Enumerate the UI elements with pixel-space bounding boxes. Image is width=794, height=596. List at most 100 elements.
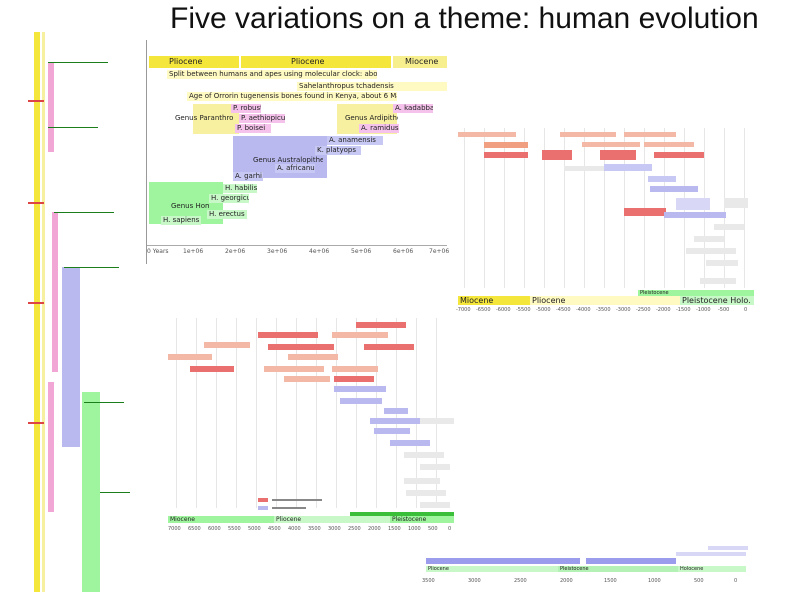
annotation-line-2 [48, 127, 98, 128]
species-bar [694, 236, 724, 242]
x-axis-line [147, 245, 447, 246]
axis-tick: 1000 [648, 578, 661, 584]
species-bar [700, 278, 736, 284]
species-bar [724, 198, 748, 208]
species-bar [374, 428, 410, 434]
annotation-line-4 [64, 267, 119, 268]
legend-text-2 [272, 507, 306, 509]
species-bar [370, 418, 430, 424]
axis-tick: 1000 [408, 526, 421, 532]
species-bar [582, 142, 640, 147]
species-bar [268, 344, 334, 350]
axis-tick: 4000 [288, 526, 301, 532]
axis-tick: 7000 [168, 526, 181, 532]
genus-homo-label: Genus Homo [171, 202, 209, 210]
axis-tick: -6000 [496, 307, 511, 313]
species-bar [542, 150, 572, 160]
axis-tick: 3500 [308, 526, 321, 532]
species-bar [624, 208, 666, 216]
epoch-holocene: Holocene [678, 566, 746, 572]
chart-vertical-timeline [4, 22, 140, 592]
genus-bar-blue [62, 267, 80, 447]
axis-tick: -5500 [516, 307, 531, 313]
axis-tick: 2500 [348, 526, 361, 532]
species-bar [686, 248, 736, 254]
epoch-band-pliocene-2: Pliocene [241, 56, 391, 68]
axis-tick: 1500 [388, 526, 401, 532]
axis-tick: -1000 [696, 307, 711, 313]
species-bar [484, 152, 528, 158]
axis-tick: 3e+06 [267, 248, 288, 255]
species-bar [426, 558, 518, 564]
epoch-miocene: Miocene [458, 296, 530, 305]
species-bar [708, 546, 748, 550]
axis-tick: 7e+06 [429, 248, 450, 255]
axis-tick: 0 [734, 578, 738, 584]
axis-tick: -4500 [556, 307, 571, 313]
epoch-tick-2 [28, 202, 44, 204]
axis-tick: -4000 [576, 307, 591, 313]
legend-swatch-1 [258, 498, 268, 502]
species-bar [288, 354, 338, 360]
a-ramidus-bar: A. ramidus [359, 124, 399, 133]
axis-tick: -500 [718, 307, 730, 313]
h-habilis-bar: H. habilis [223, 184, 257, 193]
h-erectus-bar: H. erectus [207, 210, 247, 219]
axis-tick: 0 [448, 526, 452, 532]
a-garhi-bar: A. garhi [233, 172, 263, 181]
axis-tick: 6500 [188, 526, 201, 532]
epoch-tick-4 [28, 422, 44, 424]
a-kadabba-bar: A. kadabba [393, 104, 433, 113]
epoch-band-pliocene-1: Pliocene [149, 56, 239, 68]
species-bar [586, 558, 676, 564]
chart-species-gantt-center: Miocene Pliocene Pleistocene 7000 6500 6… [164, 318, 454, 536]
axis-tick: 4500 [268, 526, 281, 532]
genus-bar-pink-2 [52, 212, 58, 372]
p-robustus-bar: P. robustus [231, 104, 261, 113]
axis-tick: -3000 [616, 307, 631, 313]
epoch-label: Miocene [405, 57, 439, 66]
axis-tick: 2e+06 [225, 248, 246, 255]
species-bar [560, 132, 616, 137]
axis-tick: 0 Years [147, 248, 169, 255]
species-bar [518, 558, 580, 564]
species-bar [384, 408, 408, 414]
epoch-tick-3 [28, 302, 44, 304]
genus-bar-pink-3 [48, 382, 54, 512]
species-bar [204, 342, 250, 348]
species-bar [284, 376, 330, 382]
epoch-pleistocene-top: Pleistocene [638, 290, 754, 296]
chart-species-gantt-bottom: Pliocene Pleistocene Holocene 3500 3000 … [418, 544, 748, 592]
legend-swatch-2 [258, 506, 268, 510]
species-bar [654, 152, 704, 158]
species-bar [334, 376, 374, 382]
a-anamensis-bar: A. anamensis [327, 136, 383, 145]
epoch-column-2 [42, 32, 45, 592]
species-bar [404, 478, 440, 484]
a-africanus-bar: A. africanus [275, 164, 315, 173]
species-bar [676, 552, 746, 556]
annotation-line-3 [54, 212, 114, 213]
species-bar [648, 176, 676, 182]
axis-tick: 2000 [368, 526, 381, 532]
axis-tick: -5000 [536, 307, 551, 313]
epoch-pleistocene: Pleistocene [558, 566, 678, 572]
species-bar [332, 366, 378, 372]
p-aethiopicus-bar: P. aethiopicus [239, 114, 285, 123]
species-bar [340, 398, 382, 404]
epoch-label: Pliocene [291, 57, 325, 66]
p-boisei-bar: P. boisei [235, 124, 271, 133]
species-bar [604, 164, 652, 171]
axis-tick: 3000 [328, 526, 341, 532]
species-bar [624, 132, 676, 137]
epoch-pliocene: Pliocene [274, 516, 390, 523]
species-bar [258, 332, 318, 338]
chart-genus-timeline: Pliocene Pliocene Miocene Split between … [146, 40, 449, 264]
axis-tick: 6000 [208, 526, 221, 532]
species-bar [484, 142, 528, 148]
axis-tick: -2000 [656, 307, 671, 313]
h-sapiens-bar: H. sapiens [161, 216, 201, 225]
species-bar [650, 186, 698, 192]
axis-tick: 4e+06 [309, 248, 330, 255]
genus-bar-green [82, 392, 100, 592]
